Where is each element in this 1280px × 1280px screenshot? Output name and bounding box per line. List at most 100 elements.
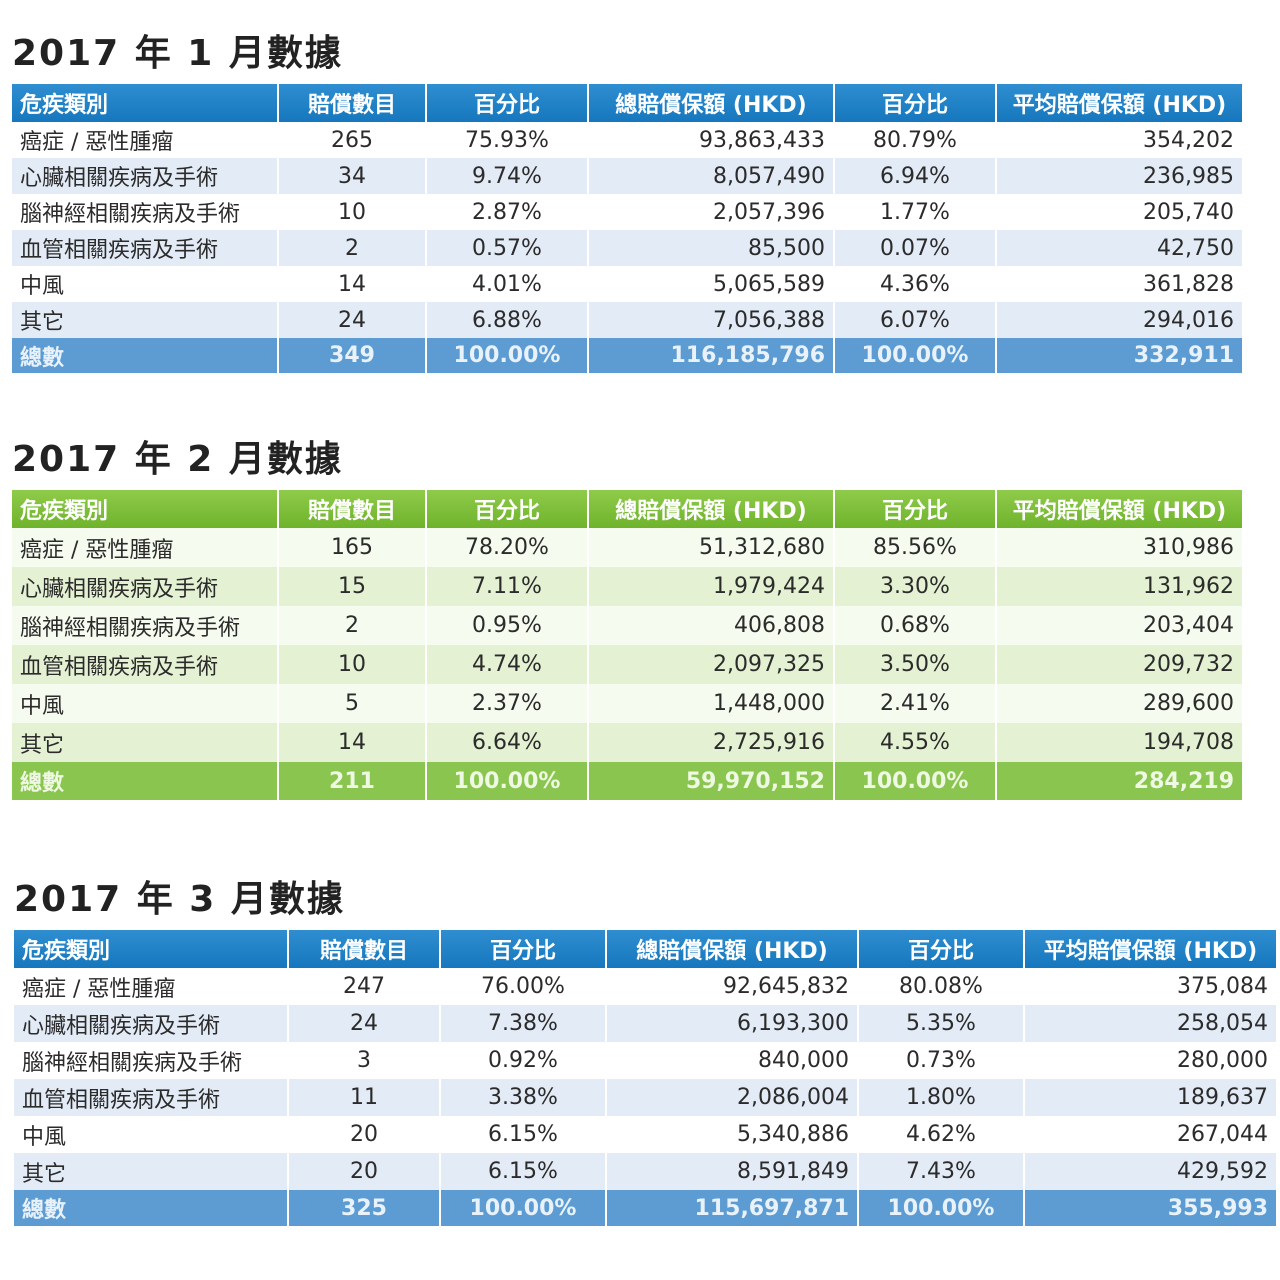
cell-amount-percent: 4.62% [858, 1116, 1025, 1153]
cell-claims: 10 [278, 194, 427, 230]
cell-average-amount: 267,044 [1024, 1116, 1276, 1153]
cell-amount-percent: 4.55% [834, 723, 997, 762]
claims-table-feb: 危疾類別 賠償數目 百分比 總賠償保額 (HKD) 百分比 平均賠償保額 (HK… [12, 490, 1242, 800]
col-header-amount-percent: 百分比 [834, 84, 997, 122]
table-row: 心臟相關疾病及手術 24 7.38% 6,193,300 5.35% 258,054 [14, 1005, 1276, 1042]
table-row: 中風 14 4.01% 5,065,589 4.36% 361,828 [12, 266, 1242, 302]
cell-total-amount: 406,808 [588, 606, 835, 645]
col-header-claims: 賠償數目 [278, 84, 427, 122]
section-title: 2017 年 2 月數據 [12, 439, 343, 480]
cell-amount-percent: 80.08% [858, 968, 1025, 1005]
col-header-category: 危疾類別 [12, 490, 279, 528]
cell-amount-percent: 6.94% [834, 158, 997, 194]
table-row: 心臟相關疾病及手術 15 7.11% 1,979,424 3.30% 131,962 [12, 567, 1242, 606]
cell-average-amount: 375,084 [1024, 968, 1276, 1005]
table-row: 癌症 / 惡性腫瘤 165 78.20% 51,312,680 85.56% 310,98… [12, 528, 1242, 567]
claims-table-mar: 危疾類別 賠償數目 百分比 總賠償保額 (HKD) 百分比 平均賠償保額 (HK… [14, 930, 1276, 1226]
cell-category: 心臟相關疾病及手術 [12, 158, 279, 194]
cell-total-amount: 5,340,886 [606, 1116, 859, 1153]
cell-category: 心臟相關疾病及手術 [12, 567, 279, 606]
cell-category: 癌症 / 惡性腫瘤 [12, 122, 279, 158]
cell-claims: 14 [278, 723, 427, 762]
col-header-claims: 賠償數目 [278, 490, 427, 528]
table-row: 血管相關疾病及手術 10 4.74% 2,097,325 3.50% 209,732 [12, 645, 1242, 684]
cell-average-amount: 189,637 [1024, 1079, 1276, 1116]
cell-claims-percent: 6.15% [440, 1153, 607, 1190]
cell-claims: 265 [278, 122, 427, 158]
cell-average-amount: 203,404 [996, 606, 1242, 645]
total-cell-claims: 325 [288, 1190, 441, 1226]
cell-claims: 34 [278, 158, 427, 194]
cell-amount-percent: 3.50% [834, 645, 997, 684]
cell-category: 血管相關疾病及手術 [14, 1079, 289, 1116]
col-header-total-amount: 總賠償保額 (HKD) [588, 84, 835, 122]
cell-claims-percent: 6.15% [440, 1116, 607, 1153]
cell-claims-percent: 4.01% [426, 266, 589, 302]
total-cell-average-amount: 284,219 [996, 762, 1242, 800]
cell-category: 血管相關疾病及手術 [12, 645, 279, 684]
cell-claims: 24 [288, 1005, 441, 1042]
table-row: 血管相關疾病及手術 11 3.38% 2,086,004 1.80% 189,637 [14, 1079, 1276, 1116]
cell-amount-percent: 85.56% [834, 528, 997, 567]
total-cell-total-amount: 59,970,152 [588, 762, 835, 800]
col-header-amount-percent: 百分比 [858, 930, 1025, 968]
total-row: 總數 211 100.00% 59,970,152 100.00% 284,219 [12, 762, 1242, 800]
cell-category: 心臟相關疾病及手術 [14, 1005, 289, 1042]
cell-claims: 3 [288, 1042, 441, 1079]
total-row: 總數 349 100.00% 116,185,796 100.00% 332,911 [12, 338, 1242, 373]
cell-total-amount: 2,057,396 [588, 194, 835, 230]
cell-total-amount: 51,312,680 [588, 528, 835, 567]
col-header-average-amount: 平均賠償保額 (HKD) [996, 490, 1242, 528]
cell-category: 中風 [12, 266, 279, 302]
total-cell-claims: 211 [278, 762, 427, 800]
total-cell-total-amount: 116,185,796 [588, 338, 835, 373]
cell-category: 腦神經相關疾病及手術 [12, 194, 279, 230]
table-row: 其它 20 6.15% 8,591,849 7.43% 429,592 [14, 1153, 1276, 1190]
cell-average-amount: 361,828 [996, 266, 1242, 302]
cell-claims-percent: 76.00% [440, 968, 607, 1005]
cell-claims: 2 [278, 230, 427, 266]
cell-average-amount: 310,986 [996, 528, 1242, 567]
cell-claims-percent: 9.74% [426, 158, 589, 194]
col-header-amount-percent: 百分比 [834, 490, 997, 528]
cell-total-amount: 1,979,424 [588, 567, 835, 606]
cell-claims-percent: 6.88% [426, 302, 589, 338]
cell-category: 腦神經相關疾病及手術 [14, 1042, 289, 1079]
cell-category: 血管相關疾病及手術 [12, 230, 279, 266]
cell-claims: 20 [288, 1153, 441, 1190]
cell-claims-percent: 6.64% [426, 723, 589, 762]
cell-total-amount: 93,863,433 [588, 122, 835, 158]
cell-category: 其它 [12, 723, 279, 762]
cell-amount-percent: 5.35% [858, 1005, 1025, 1042]
cell-average-amount: 294,016 [996, 302, 1242, 338]
table-row: 其它 24 6.88% 7,056,388 6.07% 294,016 [12, 302, 1242, 338]
total-cell-claims-percent: 100.00% [440, 1190, 607, 1226]
cell-total-amount: 7,056,388 [588, 302, 835, 338]
cell-average-amount: 280,000 [1024, 1042, 1276, 1079]
cell-average-amount: 131,962 [996, 567, 1242, 606]
total-cell-average-amount: 355,993 [1024, 1190, 1276, 1226]
cell-average-amount: 289,600 [996, 684, 1242, 723]
cell-claims-percent: 0.92% [440, 1042, 607, 1079]
section-jan: 2017 年 1 月數據 危疾類別 賠償數目 百分比 總賠償保額 (HKD) 百… [12, 28, 1242, 373]
table-row: 癌症 / 惡性腫瘤 247 76.00% 92,645,832 80.08% 375,08… [14, 968, 1276, 1005]
cell-average-amount: 258,054 [1024, 1005, 1276, 1042]
total-cell-category: 總數 [12, 338, 279, 373]
col-header-average-amount: 平均賠償保額 (HKD) [1024, 930, 1276, 968]
cell-claims-percent: 2.87% [426, 194, 589, 230]
cell-total-amount: 5,065,589 [588, 266, 835, 302]
cell-total-amount: 2,097,325 [588, 645, 835, 684]
cell-claims: 247 [288, 968, 441, 1005]
total-cell-claims-percent: 100.00% [426, 338, 589, 373]
col-header-percent: 百分比 [426, 84, 589, 122]
cell-total-amount: 8,057,490 [588, 158, 835, 194]
cell-total-amount: 1,448,000 [588, 684, 835, 723]
cell-average-amount: 42,750 [996, 230, 1242, 266]
section-mar: 2017 年 3 月數據 危疾類別 賠償數目 百分比 總賠償保額 (HKD) 百… [14, 874, 1276, 1226]
cell-amount-percent: 0.73% [858, 1042, 1025, 1079]
cell-amount-percent: 3.30% [834, 567, 997, 606]
total-cell-claims-percent: 100.00% [426, 762, 589, 800]
col-header-claims: 賠償數目 [288, 930, 441, 968]
table-row: 腦神經相關疾病及手術 10 2.87% 2,057,396 1.77% 205,740 [12, 194, 1242, 230]
cell-claims-percent: 4.74% [426, 645, 589, 684]
